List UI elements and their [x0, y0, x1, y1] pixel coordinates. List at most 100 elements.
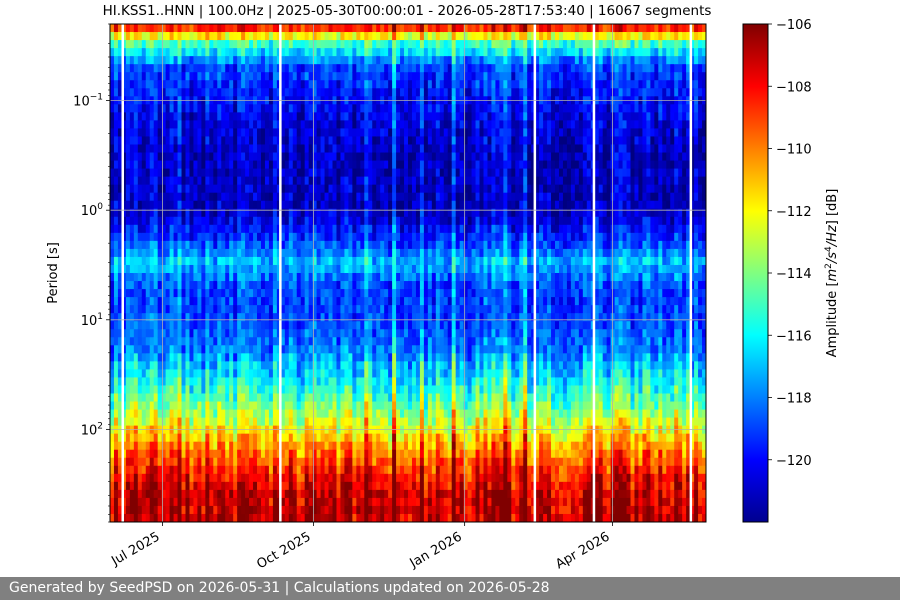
heatmap-cell — [415, 168, 421, 178]
heatmap-cell — [384, 48, 389, 57]
heatmap-cell — [145, 481, 151, 491]
heatmap-cell — [221, 184, 226, 194]
heatmap-cell — [153, 385, 159, 395]
heatmap-cell — [360, 417, 365, 427]
heatmap-cell — [185, 216, 191, 226]
heatmap-cell — [411, 192, 417, 202]
heatmap-cell — [257, 168, 262, 178]
heatmap-cell — [153, 473, 159, 483]
heatmap-cell — [185, 417, 191, 427]
heatmap-cell — [197, 369, 202, 379]
heatmap-cell — [264, 297, 270, 306]
heatmap-cell — [185, 409, 191, 419]
heatmap-cell — [384, 136, 389, 146]
heatmap-cell — [205, 256, 210, 266]
heatmap-cell — [141, 305, 147, 314]
heatmap-cell — [372, 200, 377, 210]
heatmap-cell — [133, 465, 139, 475]
heatmap-cell — [268, 273, 274, 282]
heatmap-cell — [217, 184, 222, 194]
heatmap-cell — [368, 184, 373, 194]
heatmap-cell — [137, 200, 143, 210]
heatmap-cell — [419, 264, 425, 274]
heatmap-cell — [324, 457, 330, 467]
heatmap-cell — [376, 337, 381, 346]
heatmap-cell — [245, 56, 250, 65]
heatmap-cell — [233, 32, 238, 41]
heatmap-cell — [396, 393, 401, 403]
heatmap-cell — [137, 120, 143, 130]
heatmap-cell — [145, 152, 151, 162]
heatmap-cell — [372, 489, 377, 499]
heatmap-cell — [177, 128, 183, 138]
heatmap-cell — [121, 465, 127, 475]
heatmap-cell — [352, 56, 357, 65]
heatmap-cell — [233, 144, 238, 154]
heatmap-cell — [388, 305, 393, 314]
heatmap-cell — [340, 104, 346, 113]
heatmap-cell — [121, 313, 127, 322]
heatmap-cell — [229, 313, 234, 322]
heatmap-cell — [257, 449, 262, 459]
heatmap-cell — [173, 48, 179, 57]
heatmap-cell — [110, 56, 115, 65]
heatmap-cell — [209, 232, 214, 242]
heatmap-cell — [237, 441, 242, 451]
heatmap-cell — [340, 513, 346, 522]
heatmap-cell — [404, 128, 409, 138]
heatmap-cell — [384, 481, 389, 491]
heatmap-cell — [201, 409, 206, 419]
heatmap-cell — [312, 216, 318, 226]
heatmap-cell — [177, 176, 183, 186]
heatmap-cell — [300, 168, 306, 178]
heatmap-cell — [245, 72, 250, 81]
heatmap-cell — [300, 176, 306, 186]
heatmap-cell — [177, 112, 183, 121]
heatmap-cell — [336, 313, 342, 322]
heatmap-cell — [137, 505, 143, 515]
heatmap-cell — [419, 449, 425, 459]
heatmap-cell — [217, 232, 222, 242]
heatmap-cell — [117, 337, 123, 346]
heatmap-cell — [173, 481, 179, 491]
heatmap-cell — [253, 136, 258, 146]
heatmap-cell — [415, 505, 421, 515]
heatmap-cell — [308, 168, 314, 178]
heatmap-cell — [201, 56, 206, 65]
heatmap-cell — [423, 425, 429, 435]
heatmap-cell — [177, 184, 183, 194]
heatmap-cell — [419, 345, 425, 354]
heatmap-cell — [264, 112, 270, 121]
heatmap-cell — [296, 449, 302, 459]
heatmap-cell — [221, 361, 226, 370]
heatmap-cell — [364, 441, 369, 451]
heatmap-cell — [300, 305, 306, 314]
heatmap-cell — [197, 449, 202, 459]
heatmap-cell — [400, 192, 405, 202]
heatmap-cell — [348, 337, 353, 346]
heatmap-cell — [253, 104, 258, 113]
heatmap-cell — [332, 473, 338, 483]
heatmap-cell — [141, 128, 147, 138]
heatmap-cell — [284, 289, 290, 298]
heatmap-cell — [411, 441, 417, 451]
heatmap-cell — [419, 409, 425, 419]
heatmap-cell — [264, 232, 270, 242]
heatmap-cell — [165, 329, 171, 338]
heatmap-cell — [133, 513, 139, 522]
heatmap-cell — [241, 184, 246, 194]
heatmap-cell — [360, 192, 365, 202]
heatmap-cell — [193, 240, 199, 250]
heatmap-cell — [237, 240, 242, 250]
heatmap-cell — [117, 441, 123, 451]
heatmap-cell — [411, 369, 417, 379]
heatmap-cell — [292, 136, 298, 146]
heatmap-cell — [427, 40, 433, 49]
heatmap-cell — [372, 385, 377, 395]
heatmap-cell — [237, 369, 242, 379]
heatmap-cell — [304, 192, 310, 202]
heatmap-cell — [272, 120, 278, 130]
heatmap-cell — [408, 152, 413, 162]
heatmap-cell — [181, 313, 187, 322]
heatmap-cell — [392, 32, 397, 41]
